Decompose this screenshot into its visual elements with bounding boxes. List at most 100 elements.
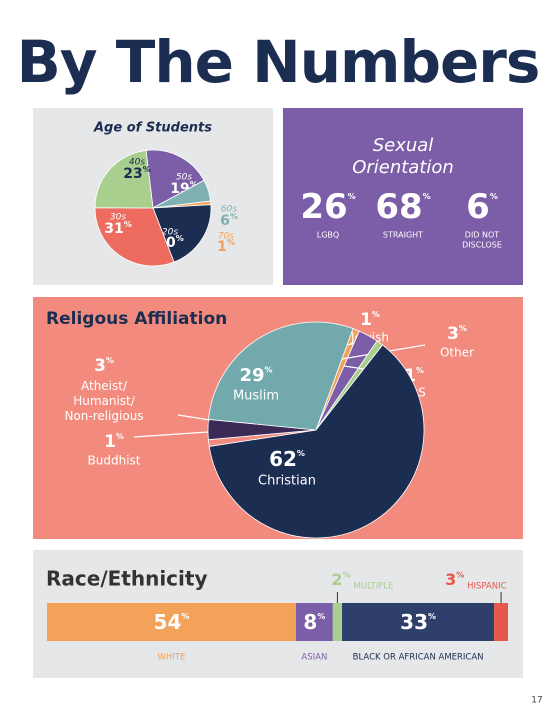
category-label: HISPANIC bbox=[467, 582, 507, 592]
value-label: 3% bbox=[94, 356, 114, 376]
value-label: 26% bbox=[300, 187, 355, 227]
value-label: 2% bbox=[331, 570, 350, 589]
value: 3 bbox=[94, 356, 106, 376]
category-label: Atheist/Humanist/Non-religious bbox=[64, 379, 143, 423]
category-label: 60s bbox=[221, 205, 237, 215]
unit: % bbox=[176, 234, 184, 243]
line: Atheist/ bbox=[81, 379, 128, 393]
unit: % bbox=[297, 449, 305, 458]
value: 26 bbox=[300, 187, 347, 227]
category-label: STRAIGHT bbox=[383, 231, 423, 240]
orientation-panel bbox=[283, 108, 523, 285]
unit: % bbox=[265, 365, 273, 374]
pie-slice bbox=[145, 149, 205, 209]
category-label: 20s bbox=[162, 228, 178, 238]
value: 2 bbox=[331, 570, 342, 589]
value: 54 bbox=[154, 610, 182, 634]
orientation-title: Orientation bbox=[352, 157, 454, 178]
unit: % bbox=[456, 570, 464, 579]
value: 6 bbox=[466, 187, 490, 227]
category-label: ASIAN bbox=[301, 653, 327, 663]
value-label: 33% bbox=[400, 610, 436, 634]
category-label: BLACK OR AFRICAN AMERICAN bbox=[353, 653, 484, 663]
category-label: Christian bbox=[258, 474, 316, 489]
page-title: By The Numbers bbox=[17, 28, 540, 96]
pie-slice bbox=[94, 149, 154, 209]
leader-line bbox=[133, 431, 209, 438]
leader-line bbox=[177, 414, 211, 421]
category-label: 50s bbox=[176, 173, 192, 183]
bar-segment bbox=[332, 603, 343, 641]
pie-slice bbox=[94, 207, 175, 267]
age-title: Age of Students bbox=[93, 121, 212, 136]
value: 8 bbox=[303, 610, 317, 634]
value-label: 23% bbox=[123, 165, 151, 182]
value-label: 68% bbox=[375, 187, 430, 227]
value-label: 3% bbox=[447, 324, 467, 344]
value: 6 bbox=[220, 213, 230, 229]
value: 68 bbox=[375, 187, 422, 227]
category-label: 30s bbox=[110, 213, 126, 223]
unit: % bbox=[317, 612, 325, 621]
unit: % bbox=[227, 238, 235, 247]
category-label: WHITE bbox=[158, 653, 186, 663]
category-label: DID NOT bbox=[465, 231, 500, 240]
unit: % bbox=[343, 570, 351, 579]
value-label: 6% bbox=[466, 187, 498, 227]
category-label: Muslim bbox=[233, 389, 279, 404]
bar-segment bbox=[494, 603, 508, 641]
value: 29 bbox=[239, 365, 264, 386]
unit: % bbox=[428, 612, 436, 621]
value: 33 bbox=[400, 610, 428, 634]
unit: % bbox=[106, 356, 114, 365]
category-label: 70s bbox=[218, 232, 234, 242]
category-label: LGBQ bbox=[317, 231, 339, 240]
bar-segment bbox=[342, 603, 495, 641]
category-label: MULTIPLE bbox=[353, 582, 393, 592]
unit: % bbox=[490, 192, 498, 201]
pie-slice bbox=[208, 321, 354, 431]
value-label: 1% bbox=[217, 238, 235, 255]
value: 1 bbox=[104, 432, 116, 452]
unit: % bbox=[181, 612, 189, 621]
orientation-title: Sexual bbox=[373, 135, 434, 156]
unit: % bbox=[190, 180, 198, 189]
unit: % bbox=[416, 366, 424, 375]
value-label: 31% bbox=[104, 220, 132, 237]
value-label: 1% bbox=[360, 310, 380, 330]
unit: % bbox=[116, 432, 124, 441]
value: 31 bbox=[104, 221, 123, 237]
value: 3 bbox=[447, 324, 459, 344]
unit: % bbox=[230, 212, 238, 221]
value-label: 3% bbox=[445, 570, 464, 589]
value-label: 62% bbox=[269, 447, 305, 471]
value: 62 bbox=[269, 447, 297, 471]
value-label: 54% bbox=[154, 610, 190, 634]
religion-title: Religous Affiliation bbox=[46, 309, 227, 329]
line: Humanist/ bbox=[73, 394, 136, 408]
value-label: 8% bbox=[303, 610, 325, 634]
value-label: 1% bbox=[104, 432, 124, 452]
value: 3 bbox=[445, 570, 456, 589]
unit: % bbox=[423, 192, 431, 201]
value: 1 bbox=[360, 310, 372, 330]
category-label: DISCLOSE bbox=[462, 241, 502, 250]
value-label: 6% bbox=[220, 212, 238, 229]
value: 1 bbox=[217, 239, 227, 255]
category-label: Buddhist bbox=[88, 454, 141, 468]
race-title: Race/Ethnicity bbox=[46, 567, 207, 591]
line: Non-religious bbox=[64, 409, 143, 423]
bar-segment bbox=[295, 603, 333, 641]
unit: % bbox=[143, 165, 151, 174]
page-number: 17 bbox=[531, 696, 542, 706]
value-label: 29% bbox=[239, 365, 272, 386]
unit: % bbox=[124, 220, 132, 229]
unit: % bbox=[348, 192, 356, 201]
unit: % bbox=[372, 310, 380, 319]
category-label: Other bbox=[440, 346, 474, 360]
bar-segment bbox=[47, 603, 296, 641]
pie-slice bbox=[152, 204, 212, 263]
unit: % bbox=[459, 324, 467, 333]
value: 23 bbox=[123, 166, 142, 182]
